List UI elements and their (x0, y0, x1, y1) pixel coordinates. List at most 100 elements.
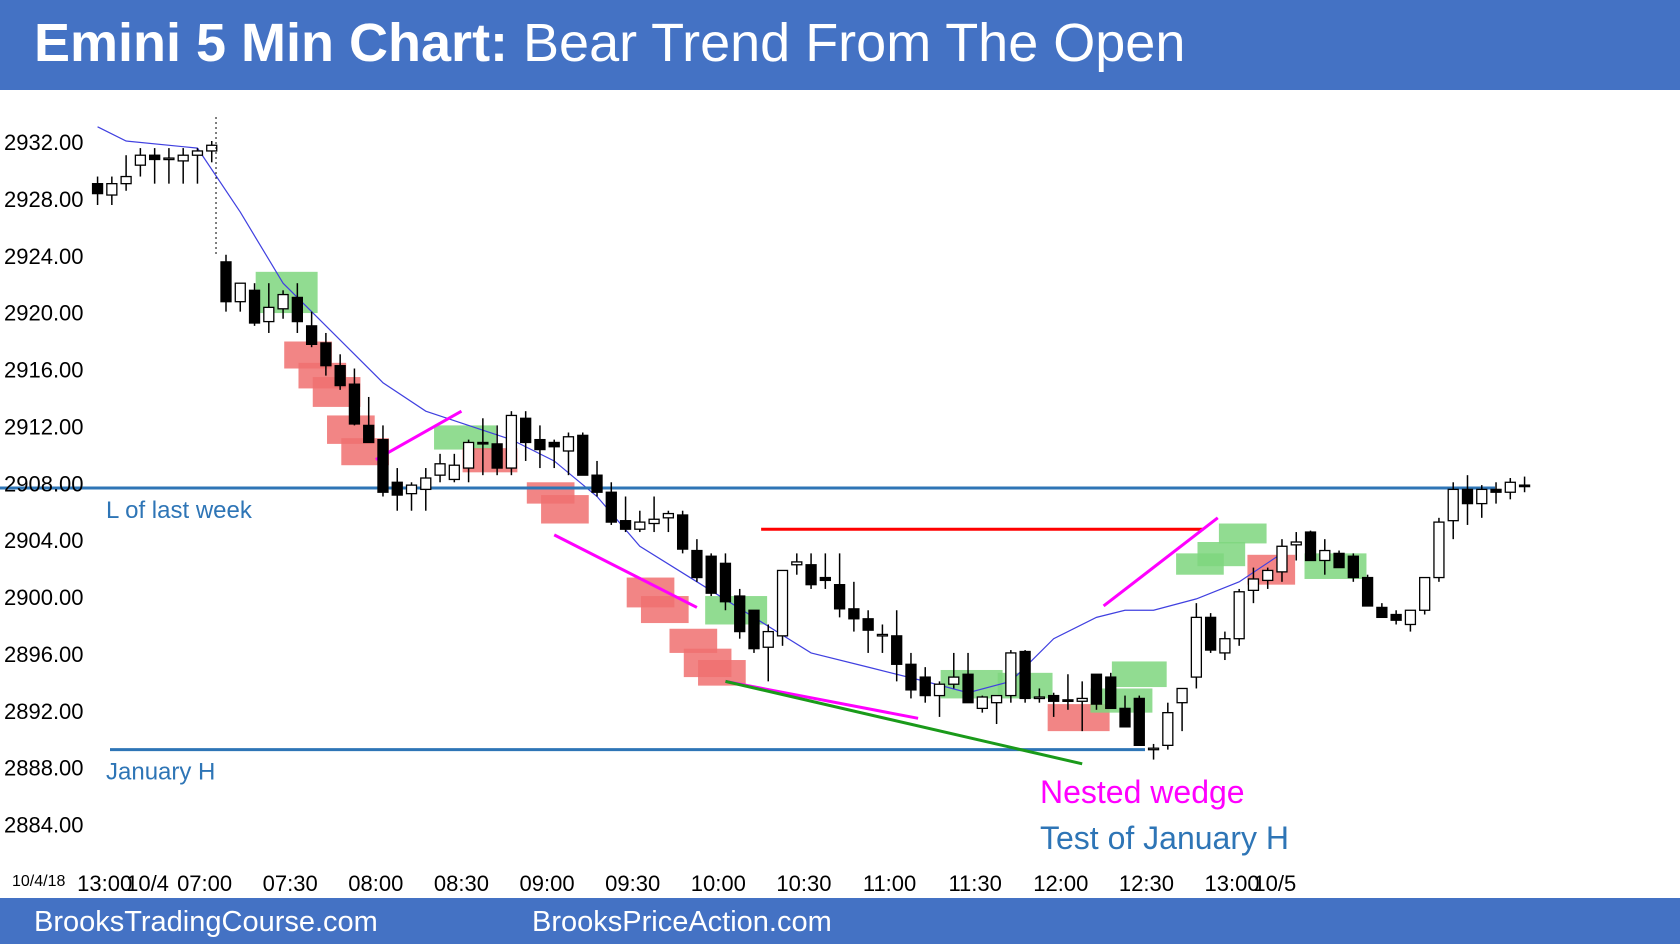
axes: 2932.00 2928.00 2924.00 2920.00 2916.00 2912.… (4, 117, 1296, 896)
bear-candle (577, 434, 589, 476)
bear-candle (1376, 606, 1388, 619)
bear-candle (691, 549, 703, 579)
bull-candle (1219, 638, 1231, 654)
level-lines: L of last week January H (0, 486, 1495, 786)
bull-candle (505, 414, 518, 469)
bull-candle (420, 477, 432, 491)
bull-candle (1005, 652, 1017, 697)
chart-title-bold: Emini 5 Min Chart: (34, 13, 509, 73)
y-tick-label: 2916.00 (4, 358, 84, 383)
bull-highlight (1197, 542, 1246, 567)
bull-candle (1476, 488, 1488, 505)
bull-candle (277, 293, 289, 310)
bull-candle (1319, 549, 1331, 562)
x-tick-label: 13:00 (77, 871, 132, 896)
bull-candle (1419, 576, 1431, 611)
y-tick-label: 2884.00 (4, 813, 84, 838)
date-label: 10/4/18 (12, 873, 65, 890)
y-tick-label: 2908.00 (4, 471, 84, 496)
bull-candle (1276, 545, 1288, 573)
y-tick-label: 2888.00 (4, 756, 84, 781)
bear-candle (919, 676, 931, 697)
bear-candle (1062, 699, 1074, 702)
y-tick-label: 2892.00 (4, 699, 84, 724)
y-tick-label: 2920.00 (4, 301, 84, 326)
bear-candle (962, 673, 974, 704)
bull-candle (648, 518, 660, 525)
bull-candle (1262, 569, 1274, 582)
bear-candle (91, 183, 104, 195)
y-tick-label: 2896.00 (4, 642, 84, 667)
bear-candle (248, 289, 261, 324)
bear-highlight (541, 495, 589, 524)
x-tick-label: 12:30 (1119, 871, 1174, 896)
x-tick-label: 11:30 (948, 871, 1001, 896)
footer-left-link[interactable]: BrooksTradingCourse.com (34, 906, 378, 938)
bear-candle (1333, 552, 1345, 569)
bear-candle (1304, 531, 1317, 562)
bull-candle (1504, 481, 1516, 493)
bear-candle (905, 663, 917, 691)
footer-bar: BrooksTradingCourse.com BrooksPriceActio… (0, 898, 1680, 944)
bear-candle (1090, 673, 1103, 705)
bear-candle (1518, 484, 1531, 488)
x-tick-label: 12:00 (1033, 871, 1088, 896)
bull-candle (1290, 541, 1302, 546)
bull-candle (120, 175, 132, 185)
bull-candle (163, 157, 175, 161)
bull-candle (1162, 711, 1174, 746)
bear-candle (591, 474, 603, 493)
y-tick-label: 2912.00 (4, 414, 84, 439)
bull-candle (206, 144, 218, 152)
bear-candle (534, 438, 546, 451)
bull-candle (263, 306, 275, 323)
bear-candle (734, 595, 746, 633)
wedge-line (553, 533, 698, 609)
bear-candle (1390, 613, 1402, 621)
bear-candle (491, 443, 503, 469)
bull-candle (405, 484, 418, 495)
bull-candle (776, 569, 789, 637)
annotation-labels: Nested wedge Test of January H (1040, 774, 1289, 856)
bear-candle (148, 154, 161, 161)
level-label: L of last week (106, 497, 253, 524)
chart-title: Emini 5 Min Chart: Bear Trend From The O… (34, 12, 1185, 74)
bear-candle (520, 417, 532, 444)
bear-candle (348, 383, 361, 425)
bear-candle (1204, 616, 1217, 651)
x-tick-label: 08:30 (434, 871, 489, 896)
bull-candle (106, 183, 118, 196)
y-tick-label: 2932.00 (4, 130, 84, 155)
bear-candle (291, 296, 304, 323)
bull-candle (762, 630, 774, 648)
x-tick-label: 09:00 (520, 871, 575, 896)
bear-candle (305, 325, 318, 345)
bear-candle (862, 618, 874, 631)
wedge-line (1102, 516, 1219, 608)
bull-candle (990, 694, 1003, 704)
bear-candle (320, 342, 332, 367)
bull-candle (177, 154, 189, 162)
y-tick-label: 2924.00 (4, 244, 84, 269)
bull-candle (1147, 747, 1160, 751)
bear-candle (605, 491, 617, 523)
bear-candle (1347, 555, 1359, 579)
bear-candle (705, 555, 717, 594)
bear-candle (819, 576, 831, 582)
x-tick-label: 10:00 (691, 871, 746, 896)
bear-candle (391, 481, 403, 496)
footer-right-link[interactable]: BrooksPriceAction.com (532, 906, 832, 938)
bear-highlight (698, 660, 746, 686)
x-tick-label: 08:00 (348, 871, 403, 896)
bear-candle (220, 261, 232, 303)
bear-candle (619, 520, 632, 530)
x-tick-label: 11:00 (863, 871, 916, 896)
x-tick-label: 10/4 (126, 871, 169, 896)
bear-candle (891, 635, 903, 665)
ema-line (97, 126, 1283, 694)
bull-candle (434, 463, 446, 476)
bull-candle (948, 676, 960, 685)
chart-title-rest: Bear Trend From The Open (508, 13, 1186, 73)
bull-candle (448, 464, 460, 481)
trend-line (725, 679, 1083, 766)
